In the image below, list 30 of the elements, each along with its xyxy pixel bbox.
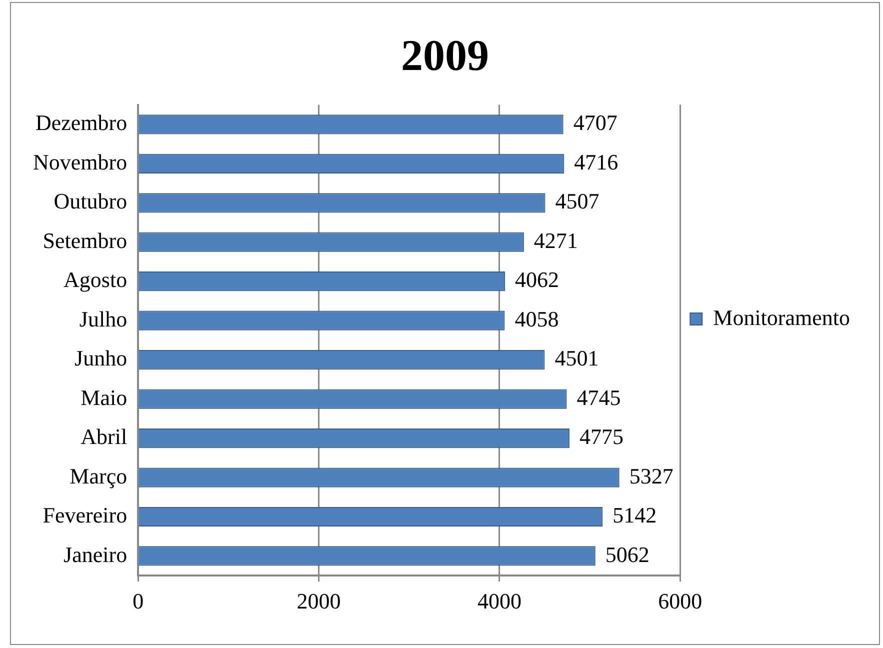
y-tick-label: Maio (80, 384, 128, 410)
y-tick-label: Fevereiro (42, 502, 128, 528)
data-label: 4716 (574, 149, 618, 174)
data-label: 4507 (555, 188, 600, 214)
data-label: 4745 (576, 384, 621, 410)
data-label: 4058 (514, 306, 559, 332)
y-tick-label: Julho (79, 306, 128, 332)
y-tick-label: Agosto (64, 267, 128, 292)
y-tick-label: Abril (80, 424, 128, 450)
y-tick-label: Novembro (32, 149, 128, 174)
data-label: 4062 (515, 267, 560, 292)
data-label: 5327 (629, 463, 674, 488)
chart-title: 2009 (401, 30, 489, 80)
data-label: 4707 (573, 110, 618, 136)
x-tick-label: 4000 (477, 588, 522, 614)
y-tick-label: Janeiro (64, 542, 128, 567)
data-label: 4271 (534, 228, 578, 253)
legend-label: Monitoramento (713, 304, 850, 330)
data-label: 5142 (612, 502, 657, 528)
y-tick-label: Outubro (54, 188, 128, 214)
y-tick-label: Setembro (42, 228, 128, 253)
data-label: 5062 (605, 542, 650, 567)
y-tick-label: Junho (74, 346, 128, 371)
x-tick-label: 6000 (658, 588, 702, 614)
x-tick-label: 2000 (296, 588, 341, 614)
y-tick-label: Dezembro (35, 110, 128, 136)
x-tick-label: 0 (132, 588, 144, 614)
y-tick-label: Março (70, 463, 128, 488)
data-label: 4775 (579, 424, 624, 450)
data-label: 4501 (554, 346, 599, 371)
